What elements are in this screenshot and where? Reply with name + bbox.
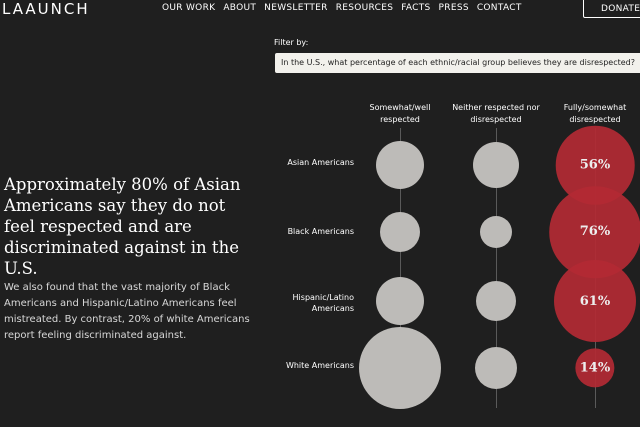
col-head-neither: Neither respected nor disrespected	[452, 103, 540, 124]
disrespected-bubble: 61%	[554, 260, 636, 342]
main-nav: OUR WORK ABOUT NEWSLETTER RESOURCES FACT…	[162, 3, 530, 13]
respected-bubble	[380, 212, 420, 252]
story-body: We also found that the vast majority of …	[4, 282, 250, 341]
respected-bubble	[376, 141, 424, 189]
filter-select[interactable]: In the U.S., what percentage of each eth…	[275, 53, 640, 73]
column-line	[496, 128, 497, 408]
filter-label: Filter by:	[274, 38, 309, 47]
percent-label: 56%	[579, 157, 611, 173]
col-head-disrespected: Fully/somewhat disrespected	[563, 103, 627, 124]
nav-about[interactable]: ABOUT	[223, 3, 257, 13]
respected-bubble	[376, 277, 424, 325]
respected-bubble	[359, 327, 441, 409]
percent-label: 14%	[579, 360, 611, 376]
disrespected-bubble: 14%	[575, 348, 615, 388]
percent-label: 76%	[579, 224, 611, 240]
percent-label: 61%	[579, 293, 611, 309]
row-label: Hispanic/Latino Americans	[292, 293, 354, 313]
logo[interactable]: LAAUNCH	[2, 0, 90, 18]
neither-bubble	[476, 281, 516, 321]
nav-our-work[interactable]: OUR WORK	[162, 3, 216, 13]
nav-press[interactable]: PRESS	[438, 3, 469, 13]
neither-bubble	[473, 142, 519, 188]
story-headline: Approximately 80% of Asian Americans say…	[4, 175, 241, 278]
neither-bubble	[475, 347, 517, 389]
donate-button[interactable]: DONATE	[583, 0, 640, 18]
col-head-respected: Somewhat/well respected	[369, 103, 431, 124]
row-label: Black Americans	[287, 227, 354, 236]
row-label: Asian Americans	[287, 158, 354, 167]
nav-resources[interactable]: RESOURCES	[335, 3, 394, 13]
nav-contact[interactable]: CONTACT	[476, 3, 522, 13]
neither-bubble	[480, 216, 512, 248]
row-label: White Americans	[285, 361, 354, 370]
nav-facts[interactable]: FACTS	[401, 3, 431, 13]
column-line	[400, 128, 401, 408]
nav-newsletter[interactable]: NEWSLETTER	[264, 3, 328, 13]
